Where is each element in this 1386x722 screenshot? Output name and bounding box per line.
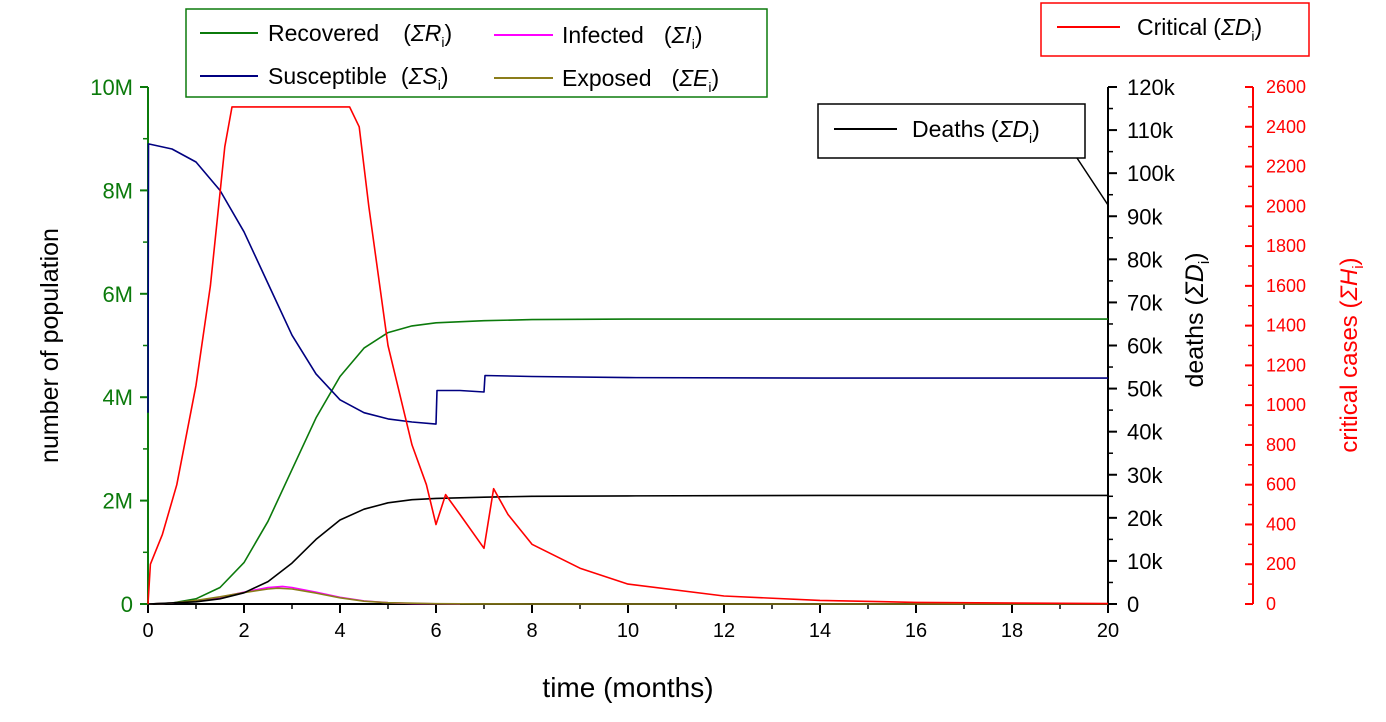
right-tick-label: 1800 <box>1266 236 1306 256</box>
x-tick-label: 2 <box>238 620 249 642</box>
x-tick-label: 16 <box>905 620 927 642</box>
legend-deaths: Deaths (ΣDi) <box>817 103 1109 206</box>
right-tick-label: 2400 <box>1266 117 1306 137</box>
middle-tick-label: 110k <box>1127 118 1174 143</box>
right-tick-label: 200 <box>1266 554 1296 574</box>
middle-tick-label: 20k <box>1127 506 1163 531</box>
series-line-exposed <box>147 587 1108 605</box>
x-tick-label: 4 <box>334 620 345 642</box>
x-tick-label: 12 <box>713 620 735 642</box>
middle-tick-label: 90k <box>1127 204 1163 229</box>
middle-axis-title: deaths (ΣDi) <box>1181 252 1213 387</box>
x-tick-label: 8 <box>526 620 537 642</box>
series-line-critical <box>147 106 1109 605</box>
legend-main-box <box>185 8 768 98</box>
middle-tick-label: 80k <box>1127 247 1163 272</box>
legend-label-exposed: Exposed (ΣEi) <box>562 65 719 95</box>
middle-tick-label: 70k <box>1127 290 1163 315</box>
middle-tick-label: 40k <box>1127 420 1163 445</box>
right-tick-label: 600 <box>1266 475 1296 495</box>
x-tick-label: 10 <box>617 620 639 642</box>
legend-main: Recovered (ΣRi) Infected (ΣIi) Susceptible (Σ… <box>185 8 768 98</box>
series-layer <box>147 106 1109 605</box>
x-tick-label: 20 <box>1097 620 1119 642</box>
left-axis-title: number of population <box>36 228 64 463</box>
series-line-recovered <box>147 318 1108 605</box>
x-tick-label: 14 <box>809 620 831 642</box>
left-tick-label: 8M <box>102 178 133 203</box>
legend-critical: Critical (ΣDi) <box>1040 2 1310 57</box>
legend-critical-box <box>1040 2 1310 57</box>
right-tick-label: 0 <box>1266 594 1276 614</box>
left-tick-label: 6M <box>102 282 133 307</box>
axes-layer: 0 2 4 6 8 10 12 14 16 18 20 time (months) 0 2M 4M 6M 8M 1… <box>36 75 1367 703</box>
right-tick-label: 800 <box>1266 435 1296 455</box>
right-tick-label: 1000 <box>1266 395 1306 415</box>
middle-tick-label: 100k <box>1127 161 1176 186</box>
legend-layer: Recovered (ΣRi) Infected (ΣIi) Susceptible (Σ… <box>185 2 1310 206</box>
middle-tick-label: 10k <box>1127 549 1163 574</box>
left-tick-label: 2M <box>102 489 133 514</box>
legend-deaths-box <box>817 103 1086 159</box>
legend-deaths-pointer <box>1076 157 1109 206</box>
right-tick-label: 1200 <box>1266 355 1306 375</box>
x-tick-label: 18 <box>1001 620 1023 642</box>
middle-tick-label: 0 <box>1127 592 1139 617</box>
right-tick-label: 1600 <box>1266 276 1306 296</box>
right-tick-label: 2000 <box>1266 196 1306 216</box>
middle-tick-label: 60k <box>1127 334 1163 359</box>
middle-tick-label: 120k <box>1127 75 1176 100</box>
legend-label-susceptible: Susceptible (ΣSi) <box>268 63 449 93</box>
right-tick-label: 400 <box>1266 514 1296 534</box>
x-axis-title: time (months) <box>542 672 713 703</box>
middle-tick-label: 30k <box>1127 463 1163 488</box>
legend-label-recovered: Recovered (ΣRi) <box>268 20 452 50</box>
series-line-susceptible <box>147 143 1108 425</box>
left-tick-label: 4M <box>102 385 133 410</box>
legend-label-critical: Critical (ΣDi) <box>1137 14 1262 44</box>
left-tick-label: 0 <box>121 592 133 617</box>
right-axis-title: critical cases (ΣHi) <box>1336 257 1367 452</box>
legend-label-infected: Infected (ΣIi) <box>562 22 703 52</box>
right-tick-label: 2600 <box>1266 77 1306 97</box>
right-tick-label: 2200 <box>1266 157 1306 177</box>
x-tick-label: 0 <box>142 620 153 642</box>
legend-label-deaths: Deaths (ΣDi) <box>912 116 1040 146</box>
x-tick-label: 6 <box>430 620 441 642</box>
series-line-deaths <box>147 494 1108 605</box>
right-tick-label: 1400 <box>1266 316 1306 336</box>
left-tick-label: 10M <box>90 75 133 100</box>
middle-tick-label: 50k <box>1127 377 1163 402</box>
